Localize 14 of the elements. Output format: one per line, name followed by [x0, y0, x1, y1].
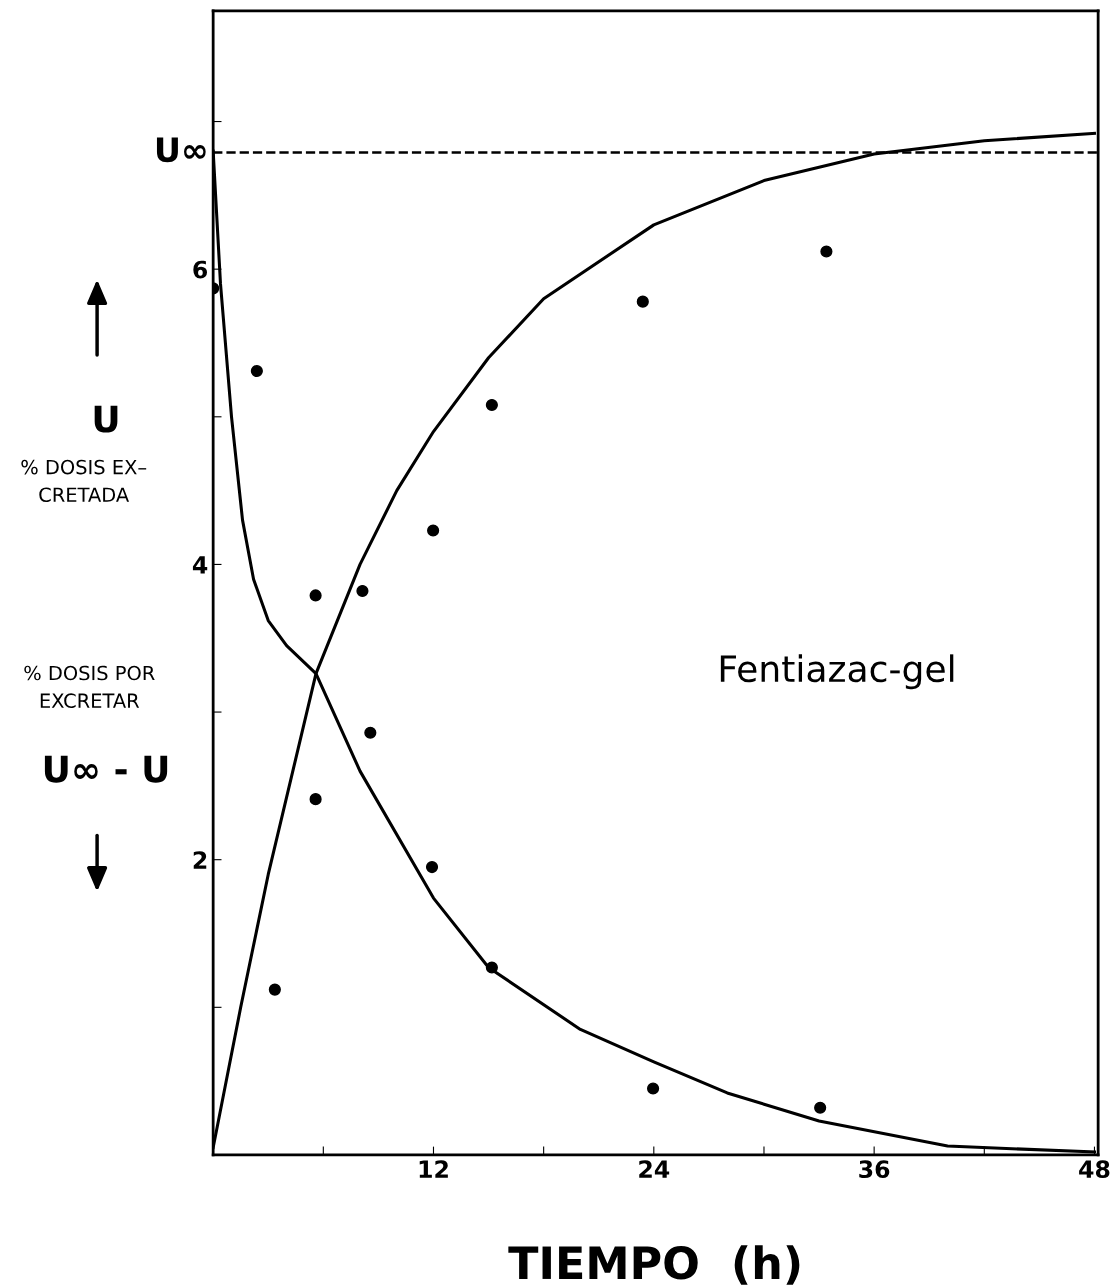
annotation: Fentiazac-gel [720, 654, 954, 690]
y-tick-label: 2 [193, 851, 207, 869]
text: % DOSIS EX– CRETADA [21, 459, 147, 503]
x-axis-title: TIEMPO (h) [508, 1245, 800, 1285]
y-tick-label: 6 [193, 260, 208, 279]
text: U∞ - U [44, 755, 168, 783]
ref-line-label: U∞ [156, 137, 206, 163]
x-tick-label: 48 [1079, 1160, 1110, 1179]
x-tick-label: 12 [419, 1160, 448, 1178]
x-tick-label: 24 [639, 1160, 670, 1178]
y-tick-label: 4 [192, 556, 208, 574]
x-tick-label: 36 [859, 1160, 890, 1179]
text: % DOSIS POR EXCRETAR [24, 665, 155, 709]
text: U [94, 405, 118, 433]
